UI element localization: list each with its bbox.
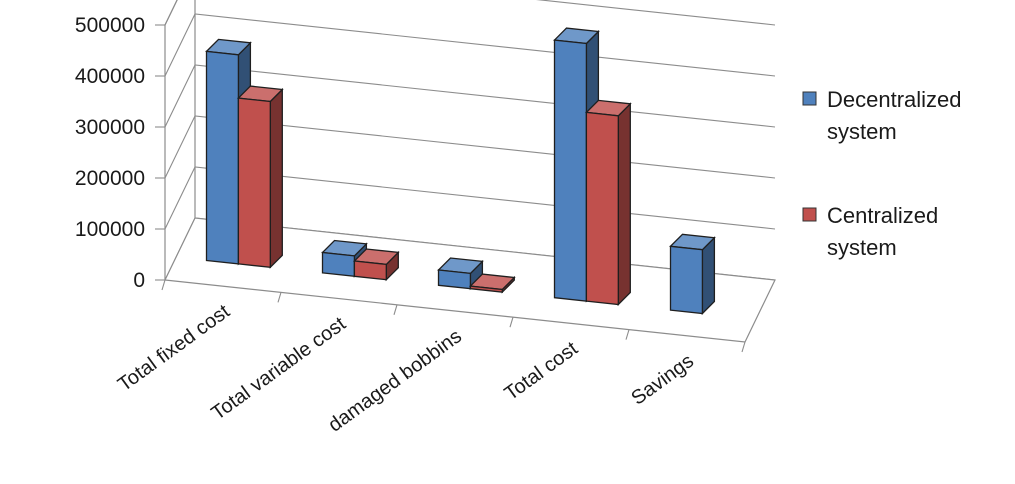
legend-item: Decentralized system (802, 87, 962, 144)
legend: Decentralized system Centralized system (802, 87, 962, 260)
bar-decentralized-system (437, 257, 484, 291)
x-tick-label: Total variable cost (208, 313, 351, 425)
bar-centralized-system (584, 99, 632, 307)
y-axis-ticks: 0 100000 200000 300000 400000 500000 (75, 14, 165, 292)
bar-centralized-system (468, 273, 516, 294)
y-tick-label: 0 (133, 269, 145, 292)
x-tick-mark (277, 292, 282, 303)
x-tick-mark (393, 304, 398, 315)
gridline (164, 13, 776, 77)
x-tick-mark (741, 341, 746, 353)
x-tick-label: Savings (627, 350, 697, 410)
legend-swatch (802, 91, 817, 106)
bar-front-face (237, 97, 271, 269)
bar-front-face (437, 269, 472, 290)
bar-front-face (353, 260, 387, 281)
bars (205, 27, 716, 316)
bar-decentralized-system (669, 233, 716, 316)
legend-label: Decentralized (827, 87, 962, 112)
x-tick-mark (625, 329, 630, 340)
x-tick-mark (509, 317, 514, 328)
bar-side-face (617, 102, 631, 307)
legend-swatch (802, 207, 817, 222)
bar-front-face (553, 39, 588, 302)
y-tick-label: 400000 (75, 65, 145, 88)
legend-label: system (827, 235, 897, 260)
legend-item: Centralized system (802, 203, 938, 260)
bar-front-face (669, 245, 704, 315)
bar-front-face (321, 251, 356, 278)
y-tick-label: 100000 (75, 218, 145, 241)
bar-front-face (205, 50, 240, 265)
y-tick-label: 500000 (75, 14, 145, 37)
bar-centralized-system (236, 85, 284, 269)
bar-front-face (585, 111, 619, 306)
y-tick-label: 200000 (75, 167, 145, 190)
x-tick-label: damaged bobbins (324, 325, 466, 436)
y-tick-label: 300000 (75, 116, 145, 139)
gridline (164, 0, 776, 26)
x-tick-label: Total fixed cost (114, 300, 234, 396)
legend-label: system (827, 119, 897, 144)
legend-label: Centralized (827, 203, 938, 228)
side-wall-top-edge (164, 0, 178, 26)
x-tick-mark (161, 279, 166, 291)
bar-side-face (701, 236, 716, 316)
x-tick-label: Total cost (501, 337, 583, 405)
bar-centralized-system (352, 248, 400, 282)
bar-side-face (269, 87, 283, 269)
bar-front-face (469, 285, 503, 293)
